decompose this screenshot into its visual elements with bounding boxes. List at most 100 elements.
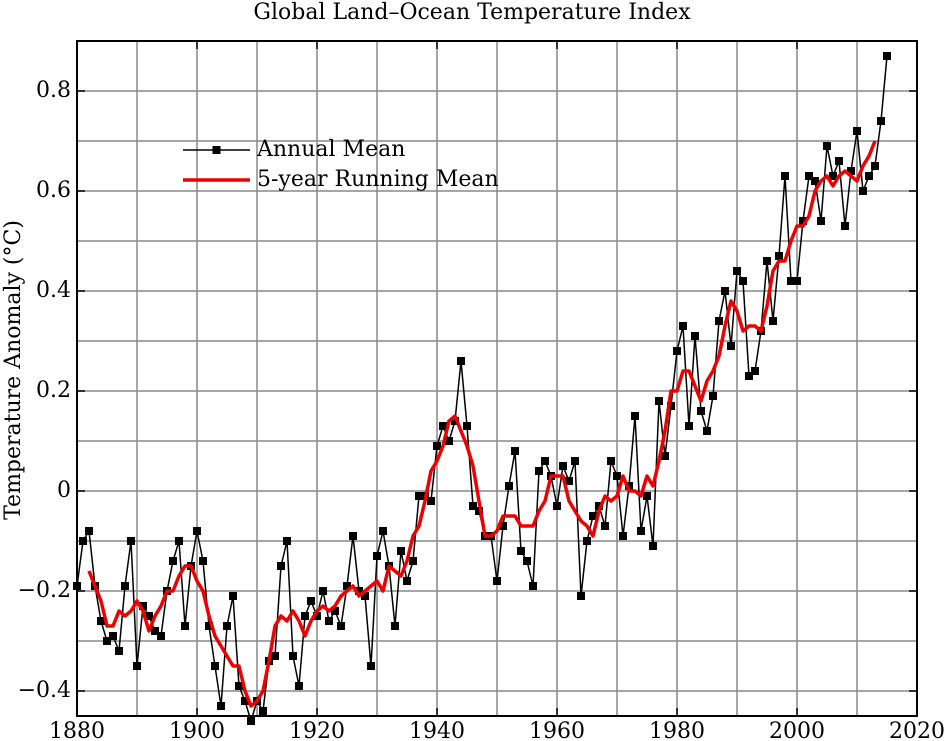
legend-label: 5-year Running Mean [257,167,499,192]
data-point [703,427,711,435]
data-point [259,707,267,715]
data-point [607,457,615,465]
running-mean-line [87,140,877,708]
data-point [565,477,573,485]
data-point [439,422,447,430]
data-point [337,622,345,630]
data-point [355,587,363,595]
data-point [523,557,531,565]
x-tick-label: 2000 [769,719,825,741]
data-point [655,397,663,405]
data-point [625,482,633,490]
data-point [571,457,579,465]
data-point [775,252,783,260]
data-point [739,277,747,285]
data-point [787,277,795,285]
data-point [595,502,603,510]
data-point [613,472,621,480]
data-point [361,592,369,600]
data-point [553,502,561,510]
data-point [229,592,237,600]
data-point [319,587,327,595]
y-tick-label: −0.2 [18,578,71,603]
data-point [415,492,423,500]
data-point [469,502,477,510]
data-point [139,602,147,610]
data-point [79,537,87,545]
data-point [649,542,657,550]
data-point [157,632,165,640]
data-point [169,557,177,565]
data-point [451,417,459,425]
x-tick-label: 1920 [289,719,345,741]
data-point [307,597,315,605]
data-point [115,647,123,655]
data-point [433,442,441,450]
y-tick-label: 0.8 [36,78,71,103]
data-point [685,422,693,430]
y-tick-label: 0.2 [36,378,71,403]
data-point [589,512,597,520]
data-point [799,217,807,225]
data-point [643,492,651,500]
data-point [745,372,753,380]
data-point [175,537,183,545]
y-tick-label: 0.4 [36,278,71,303]
data-point [85,527,93,535]
data-point [97,617,105,625]
data-point [247,717,255,725]
data-point [691,332,699,340]
data-point [859,187,867,195]
data-point [127,537,135,545]
data-point [217,702,225,710]
data-point [103,637,111,645]
data-point [829,172,837,180]
chart-title: Global Land–Ocean Temperature Index [253,0,691,25]
data-point [847,167,855,175]
data-point [637,527,645,535]
data-point [289,652,297,660]
data-point [493,577,501,585]
data-point [877,117,885,125]
data-point [631,412,639,420]
data-point [781,172,789,180]
y-axis-label: Temperature Anomaly (°C) [1,220,26,520]
y-tick-label: 0.6 [36,178,71,203]
data-point [511,447,519,455]
data-point [883,52,891,60]
data-point [235,682,243,690]
data-point [793,277,801,285]
y-tick-label: −0.4 [18,678,71,703]
data-point [601,522,609,530]
data-point [391,622,399,630]
data-point [331,607,339,615]
data-point [283,537,291,545]
data-point [205,622,213,630]
data-point [517,547,525,555]
data-point [301,612,309,620]
data-point [865,172,873,180]
data-point [427,497,435,505]
x-tick-label: 1880 [49,719,105,741]
data-point [109,632,117,640]
data-point [403,577,411,585]
data-point [697,407,705,415]
data-point [295,682,303,690]
data-point [277,562,285,570]
data-point [151,627,159,635]
data-point [145,612,153,620]
data-point [715,317,723,325]
data-point [583,537,591,545]
data-point [325,617,333,625]
data-point [733,267,741,275]
data-point [727,342,735,350]
data-point [709,392,717,400]
data-point [121,582,129,590]
data-point [673,347,681,355]
x-tick-label: 1980 [649,719,705,741]
data-point [445,437,453,445]
data-point [133,662,141,670]
data-point [817,217,825,225]
